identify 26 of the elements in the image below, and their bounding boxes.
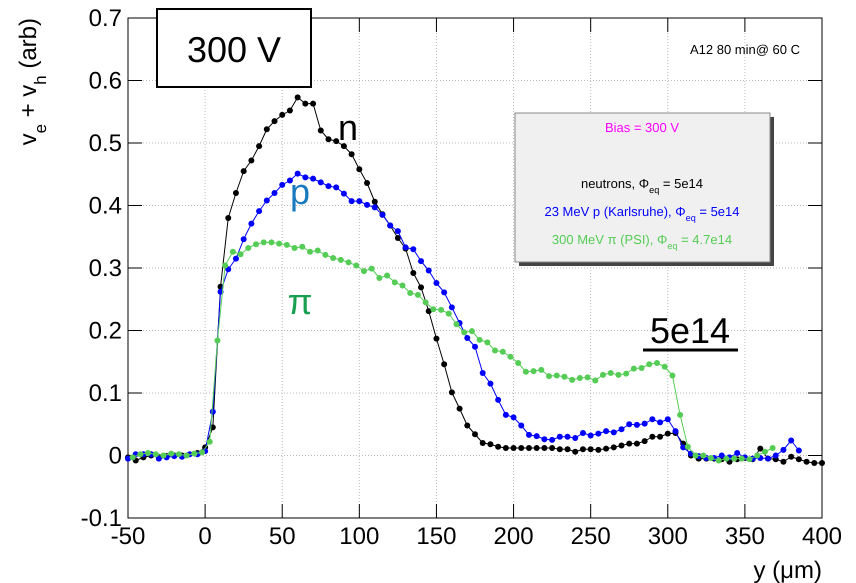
annotation: 5e14 bbox=[650, 310, 730, 351]
y-tick-label: 0.1 bbox=[88, 380, 122, 407]
x-tick-label: 150 bbox=[416, 523, 456, 550]
legend-title: Bias = 300 V bbox=[604, 120, 680, 135]
y-tick-label: 0 bbox=[108, 442, 122, 470]
y-tick-label: 0.4 bbox=[88, 192, 122, 220]
legend-panel: Bias = 300 V neutrons, Φ$_{eq}$ = 5e14 23 MeV p (Karlsruhe), Φ$_{eq}$ = 5e14 300 MeV π (PSI), Φ$_{eq}$ = 4.7e14 bbox=[514, 112, 774, 266]
y-tick-label: 0.5 bbox=[88, 130, 122, 157]
x-tick-label: 400 bbox=[802, 523, 842, 550]
annotation: A12 80 min@ 60 C bbox=[690, 42, 800, 57]
x-tick-label: 350 bbox=[724, 523, 765, 550]
annotation: 300 V bbox=[186, 29, 282, 70]
x-axis-title: y (μm) bbox=[754, 557, 822, 583]
annotation: n bbox=[338, 107, 358, 148]
x-tick-label: 0 bbox=[198, 523, 212, 550]
y-tick-label: 0.6 bbox=[88, 68, 122, 94]
x-tick-label: 50 bbox=[268, 523, 296, 550]
x-tick-label: 250 bbox=[570, 523, 611, 550]
annotation: π bbox=[288, 281, 312, 322]
x-tick-label: 200 bbox=[494, 523, 534, 550]
y-tick-label: 0.2 bbox=[88, 318, 122, 344]
y-tick-label: 0.3 bbox=[88, 255, 122, 282]
x-tick-label: 300 bbox=[648, 523, 688, 550]
x-tick-label: 100 bbox=[339, 523, 380, 550]
y-tick-label: 0.7 bbox=[88, 5, 122, 32]
annotation: p bbox=[290, 171, 310, 212]
